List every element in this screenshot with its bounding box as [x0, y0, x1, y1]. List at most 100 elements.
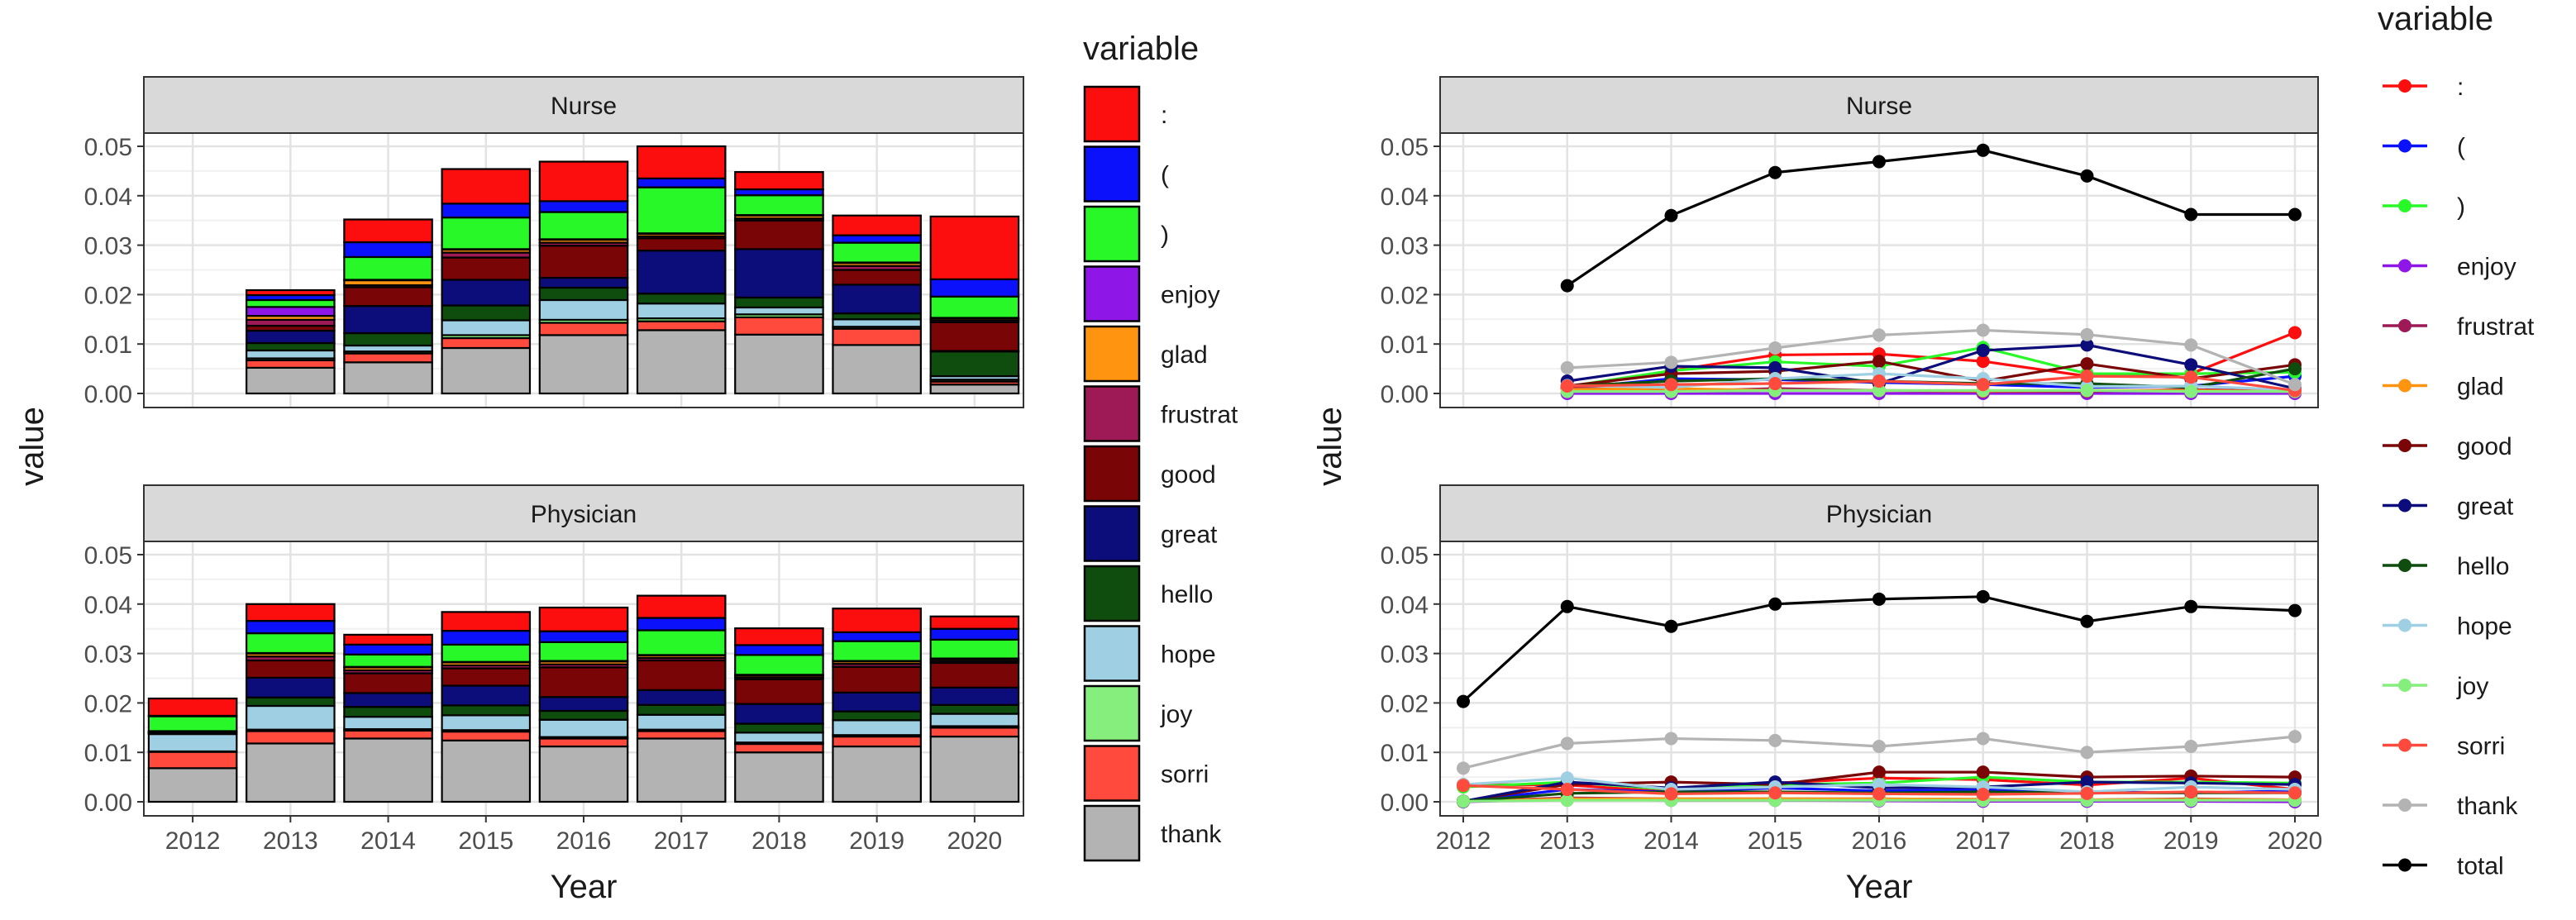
- bar-segment-good: [636, 659, 727, 691]
- legend-label: :: [1161, 102, 1167, 129]
- x-tick-label: 2018: [2059, 827, 2115, 855]
- bar-segment-hope: [147, 732, 238, 753]
- bar-segment-:: [441, 168, 532, 205]
- bar-segment-thank: [832, 344, 922, 395]
- bar-segment-good: [538, 245, 629, 279]
- facet-label: Nurse: [1846, 93, 1912, 120]
- point-thank: [1768, 341, 1782, 355]
- bar-segment-(: [441, 629, 532, 646]
- y-tick-label: 0.05: [84, 542, 132, 570]
- bar-segment-great: [734, 248, 824, 299]
- point-joy: [1872, 384, 1886, 398]
- point-thank: [1872, 740, 1886, 754]
- point-thank: [1560, 360, 1574, 374]
- bar-segment-great: [343, 692, 433, 708]
- y-tick-label: 0.05: [1381, 134, 1429, 161]
- legend-label: frustrat: [1161, 402, 1238, 429]
- x-axis-title: Year: [551, 869, 618, 905]
- point-joy: [1457, 794, 1470, 808]
- legend-label: hello: [2457, 553, 2509, 580]
- legend-key-glad: [1083, 325, 1141, 383]
- legend-label: glad: [1161, 341, 1208, 369]
- y-tick-label: 0.05: [84, 134, 132, 161]
- x-tick-label: 2016: [556, 827, 612, 855]
- bar-segment-hope: [246, 349, 336, 360]
- bar-segment-great: [734, 703, 824, 725]
- bar-segment-good: [246, 659, 336, 679]
- bar-segment-sorri: [246, 359, 336, 369]
- legend-label: sorri: [2457, 733, 2505, 760]
- bar-segment-thank: [832, 745, 922, 803]
- point-sorri: [1768, 377, 1782, 391]
- bar-legend: variable: () enjoy glad frustrat good great hel…: [1083, 31, 1238, 862]
- bar-segment-): [147, 715, 238, 732]
- bar-segment-(: [734, 644, 824, 656]
- point-thank: [2080, 327, 2094, 341]
- point-total: [1664, 619, 1678, 633]
- bar-segment-:: [343, 218, 433, 244]
- bar-stack-2014: [343, 633, 433, 803]
- legend-label: great: [1161, 522, 1218, 549]
- bar-segment-hope: [636, 713, 727, 731]
- bar-segment-:: [538, 606, 629, 632]
- legend-key-frustrat: [1083, 385, 1141, 442]
- bar-segment-thank: [343, 361, 433, 395]
- bar-segment-great: [636, 689, 727, 706]
- bar-stack-2013: [246, 288, 336, 395]
- bar-segment-thank: [538, 745, 629, 803]
- bar-segment-): [343, 653, 433, 668]
- y-tick-label: 0.05: [1381, 542, 1429, 570]
- facet-strip: [143, 76, 1024, 134]
- point-good: [1872, 765, 1886, 779]
- bar-segment-sorri: [441, 336, 532, 350]
- point-sorri: [2080, 786, 2094, 800]
- facet-strip: [1439, 484, 2319, 542]
- bar-segment-(: [441, 203, 532, 219]
- y-tick-label: 0.02: [84, 690, 132, 717]
- x-tick-label: 2016: [1852, 827, 1907, 855]
- bar-segment-:: [734, 627, 824, 646]
- bar-segment-sorri: [636, 320, 727, 331]
- y-axis-title: value: [14, 407, 50, 486]
- bar-segment-hope: [734, 732, 824, 744]
- bar-segment-hello: [246, 341, 336, 352]
- legend-key-point-great: [2398, 498, 2411, 512]
- bar-segment-thank: [538, 334, 629, 395]
- point-thank: [2184, 338, 2198, 352]
- legend-title: variable: [1083, 31, 1199, 67]
- bar-segment-sorri: [147, 751, 238, 770]
- bar-stack-2017: [636, 145, 727, 395]
- bar-segment-): [441, 643, 532, 663]
- legend-label: frustrat: [2457, 313, 2535, 341]
- bar-segment-good: [441, 256, 532, 281]
- y-tick-label: 0.03: [84, 641, 132, 669]
- bar-segment-sorri: [538, 737, 629, 748]
- bar-stack-2016: [538, 606, 629, 803]
- bar-segment-hope: [734, 306, 824, 316]
- point-great: [2184, 358, 2198, 372]
- bar-segment-hello: [832, 710, 922, 722]
- bar-segment-hope: [441, 714, 532, 732]
- legend-key-thank: [1083, 804, 1141, 862]
- bar-segment-hope: [636, 303, 727, 320]
- bar-segment-(: [343, 643, 433, 655]
- legend-label: total: [2457, 853, 2504, 880]
- point-sorri: [2288, 786, 2302, 800]
- point-great: [2080, 775, 2094, 789]
- bar-segment-:: [636, 594, 727, 619]
- bar-segment-great: [538, 276, 629, 289]
- bar-segment-sorri: [734, 316, 824, 336]
- legend-key-enjoy: [1083, 265, 1141, 322]
- bar-segment-hope: [538, 298, 629, 321]
- x-tick-label: 2018: [751, 827, 807, 855]
- point-joy: [2080, 384, 2094, 398]
- y-tick-label: 0.00: [1381, 789, 1429, 817]
- series-thank: [1560, 323, 2302, 392]
- point-total: [2080, 614, 2094, 628]
- bar-segment-hope: [538, 718, 629, 738]
- bar-stack-2014: [343, 218, 433, 395]
- legend-label: good: [1161, 461, 1216, 489]
- point-:: [1976, 355, 1990, 369]
- line-panel-physician: Physician 0.00 0.01 0.02 0.03 0.04 0.05 2012 201…: [1381, 484, 2322, 855]
- point-total: [2184, 207, 2198, 222]
